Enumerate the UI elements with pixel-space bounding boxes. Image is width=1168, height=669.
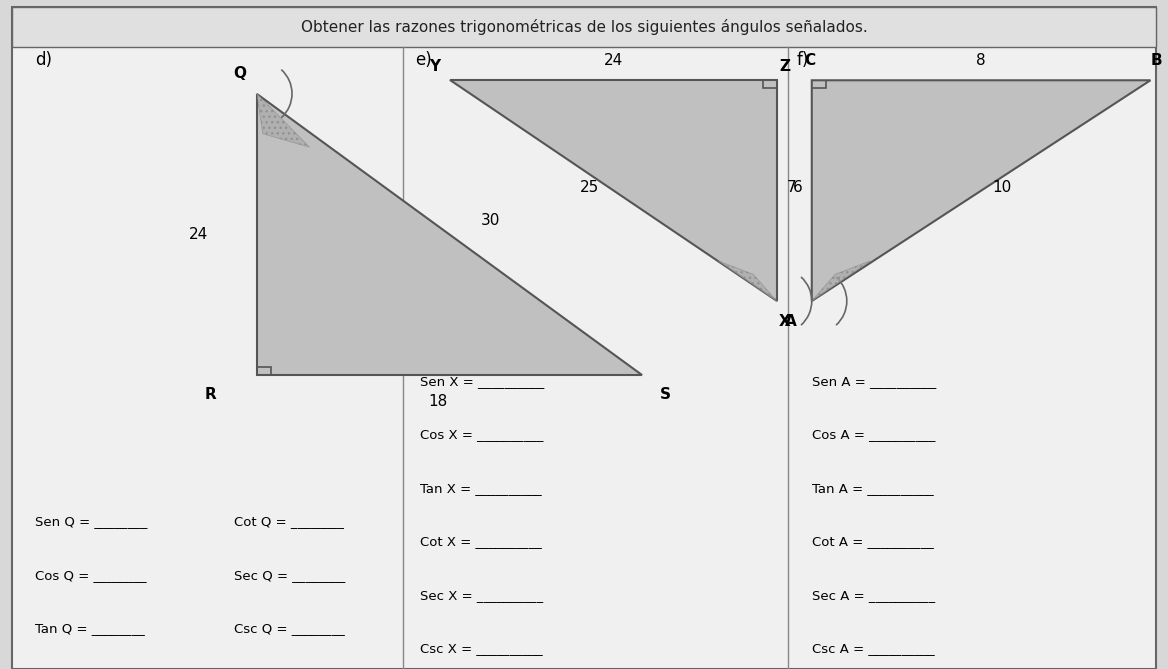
Text: e): e): [415, 52, 431, 69]
Text: C: C: [804, 53, 815, 68]
Text: Sen X = __________: Sen X = __________: [420, 375, 544, 388]
Text: Q: Q: [232, 66, 246, 81]
Text: Sec X = __________: Sec X = __________: [420, 589, 543, 602]
Polygon shape: [257, 94, 310, 147]
Text: Cos A = __________: Cos A = __________: [812, 428, 936, 442]
Text: B: B: [1150, 53, 1162, 68]
Polygon shape: [257, 94, 642, 375]
Text: Cot X = __________: Cot X = __________: [420, 535, 542, 549]
Text: Obtener las razones trigonométricas de los siguientes ángulos señalados.: Obtener las razones trigonométricas de l…: [300, 19, 868, 35]
Text: Tan A = __________: Tan A = __________: [812, 482, 933, 495]
Polygon shape: [812, 80, 1150, 301]
Text: 6: 6: [793, 180, 802, 195]
Polygon shape: [812, 261, 870, 301]
Text: Cot A = __________: Cot A = __________: [812, 535, 933, 549]
Polygon shape: [718, 261, 777, 301]
Text: Tan X = __________: Tan X = __________: [420, 482, 542, 495]
Bar: [12, 7, 1156, 47]
Text: Sen Q = ________: Sen Q = ________: [35, 515, 147, 529]
Text: Sen A = __________: Sen A = __________: [812, 375, 936, 388]
Text: Z: Z: [779, 60, 791, 74]
Text: 10: 10: [993, 180, 1011, 195]
Text: Cot Q = ________: Cot Q = ________: [234, 515, 343, 529]
Text: 18: 18: [429, 394, 447, 409]
Text: 24: 24: [604, 53, 623, 68]
Text: 8: 8: [976, 53, 986, 68]
Text: 25: 25: [580, 180, 599, 195]
Text: Cos X = __________: Cos X = __________: [420, 428, 544, 442]
Text: f): f): [797, 52, 809, 69]
Text: R: R: [204, 387, 216, 402]
Polygon shape: [450, 80, 777, 301]
Text: Csc A = __________: Csc A = __________: [812, 642, 934, 656]
Text: X: X: [779, 314, 791, 328]
Text: Csc Q = ________: Csc Q = ________: [234, 622, 345, 636]
Text: 24: 24: [189, 227, 208, 242]
Text: Y: Y: [429, 60, 440, 74]
Text: Sec Q = ________: Sec Q = ________: [234, 569, 345, 582]
Text: 30: 30: [481, 213, 500, 228]
Text: Csc X = __________: Csc X = __________: [420, 642, 543, 656]
Text: 7: 7: [787, 180, 797, 195]
Text: A: A: [785, 314, 797, 328]
Text: S: S: [660, 387, 672, 402]
Text: Sec A = __________: Sec A = __________: [812, 589, 934, 602]
Text: Tan Q = ________: Tan Q = ________: [35, 622, 145, 636]
Text: Cos Q = ________: Cos Q = ________: [35, 569, 146, 582]
Text: d): d): [35, 52, 53, 69]
